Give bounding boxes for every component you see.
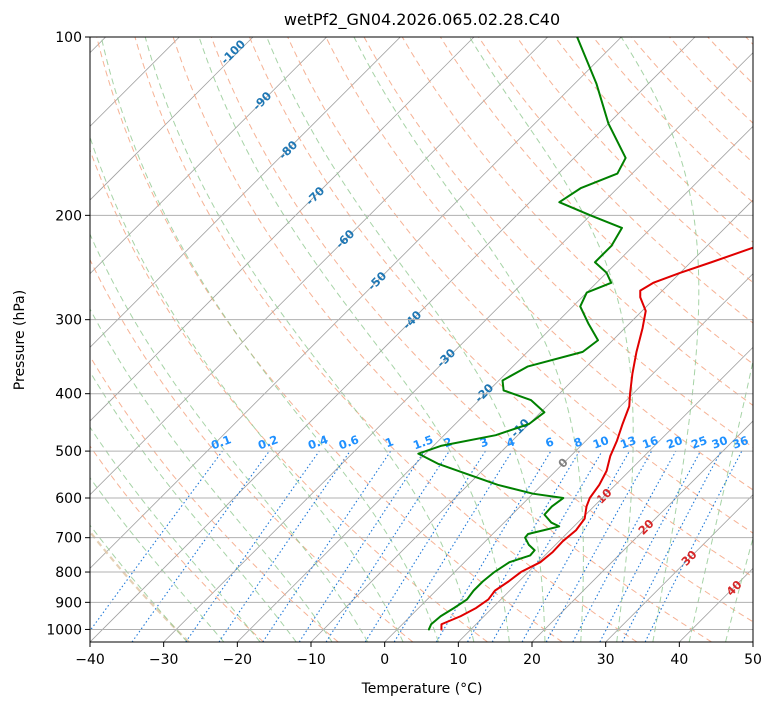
dry-adiabat-line: [516, 37, 753, 284]
mixing-ratio-line: [644, 450, 743, 642]
moist-adiabat-line: [90, 233, 369, 642]
y-tick-label: 100: [55, 30, 82, 46]
moist-adiabat-line: [198, 37, 510, 642]
x-tick-label: 20: [523, 652, 541, 668]
y-tick-label: 700: [55, 531, 82, 547]
y-axis-ticks: 100 200 300 400 500 600 700 800 900 1000: [46, 30, 90, 638]
x-tick-label: −40: [75, 652, 105, 668]
mixing-ratio-label: 1.5: [411, 432, 435, 452]
dry-adiabat-line: [287, 37, 753, 534]
moist-adiabat-line: [725, 536, 753, 642]
y-axis-label: Pressure (hPa): [12, 290, 28, 390]
y-tick-label: 1000: [46, 622, 82, 638]
mixing-ratio-label: 0.2: [256, 432, 280, 452]
chart-title: wetPf2_GN04.2026.065.02.28.C40: [284, 10, 560, 30]
isotherm-line: [458, 346, 753, 642]
mixing-ratio-label: 25: [689, 433, 709, 452]
moist-adiabat-line: [100, 37, 439, 642]
isotherm-line: [90, 37, 696, 642]
x-tick-label: −30: [149, 652, 179, 668]
moist-adiabat-line: [266, 37, 546, 642]
y-tick-label: 600: [55, 491, 82, 507]
dry-adiabat-line: [249, 37, 753, 578]
background-lines: [90, 37, 753, 642]
mixing-ratio-line: [262, 450, 392, 642]
moist-adiabat-line: [353, 37, 584, 642]
x-axis-label: Temperature (°C): [361, 681, 483, 697]
dewpoint-line: [417, 37, 627, 631]
mixing-ratio-line: [90, 450, 223, 632]
dry-adiabat-line: [90, 258, 414, 642]
mixing-ratio-label: 0.4: [306, 432, 330, 452]
isotherm-line: [384, 273, 753, 642]
mixing-ratio-line: [545, 450, 653, 642]
moist-adiabat-line: [688, 358, 753, 642]
mixing-ratio-line: [393, 450, 513, 642]
mixing-ratio-label: 30: [710, 433, 730, 452]
mixing-ratio-label: 16: [640, 433, 660, 452]
mixing-ratio-label: 0.6: [337, 432, 361, 452]
moist-adiabat-line: [144, 37, 475, 642]
mixing-ratio-label: 0.1: [209, 432, 233, 452]
dry-adiabat-line: [90, 445, 264, 642]
series-group: [417, 37, 753, 631]
moist-adiabat-line: [90, 308, 333, 642]
dry-adiabat-line: [325, 37, 753, 491]
x-tick-label: −10: [296, 652, 326, 668]
x-tick-label: 50: [744, 652, 762, 668]
isotherm-line: [90, 37, 548, 496]
temperature-line: [440, 246, 753, 631]
isotherm-line: [605, 494, 753, 642]
dry-adiabat-line: [172, 37, 712, 642]
moist-adiabat-line: [90, 135, 404, 642]
mixing-ratio-label: 10: [591, 433, 611, 452]
dry-adiabat-line: [96, 37, 563, 642]
isotherm-line: [237, 125, 753, 642]
x-tick-label: 10: [449, 652, 467, 668]
mixing-ratio-line: [572, 450, 677, 642]
isotherm-line: [90, 37, 254, 201]
x-tick-label: 0: [380, 652, 389, 668]
mixing-ratio-line: [325, 450, 450, 642]
isotherm-line: [310, 199, 753, 642]
y-tick-label: 200: [55, 208, 82, 224]
mixing-ratio-line: [218, 450, 351, 642]
mixing-ratio-label: 20: [665, 433, 685, 452]
plot-frame: [89, 36, 754, 643]
dry-adiabat-line: [210, 37, 753, 623]
isotherm-line: [90, 37, 475, 422]
moist-adiabat-line: [90, 524, 188, 642]
dry-adiabat-line: [134, 37, 638, 642]
moist-adiabat-line: [90, 426, 261, 642]
moist-adiabat-line: [90, 370, 297, 642]
dry-adiabat-line: [90, 355, 339, 642]
y-tick-label: 900: [55, 595, 82, 611]
mixing-ratio-label: 36: [731, 433, 751, 452]
isotherm-line: [531, 420, 753, 642]
y-tick-label: 300: [55, 313, 82, 329]
moist-adiabat-line: [620, 37, 700, 642]
moist-adiabat-line: [90, 476, 225, 642]
mixing-ratio-line: [131, 450, 270, 642]
x-axis-ticks: −40 −30 −20 −10 0 10 20 30 40 50: [75, 642, 762, 668]
y-tick-label: 500: [55, 444, 82, 460]
isotherm-line: [163, 52, 753, 642]
y-tick-label: 400: [55, 387, 82, 403]
mixing-ratio-line: [298, 450, 425, 642]
x-tick-label: −20: [223, 652, 253, 668]
y-tick-label: 800: [55, 565, 82, 581]
mixing-ratio-label: 13: [618, 433, 638, 452]
mixing-ratio-line: [521, 450, 630, 642]
isotherm-line: [90, 37, 327, 275]
x-tick-label: 30: [597, 652, 615, 668]
mixing-ratio-line: [185, 450, 320, 642]
isotherm-line: [90, 37, 622, 569]
x-tick-label: 40: [670, 652, 688, 668]
